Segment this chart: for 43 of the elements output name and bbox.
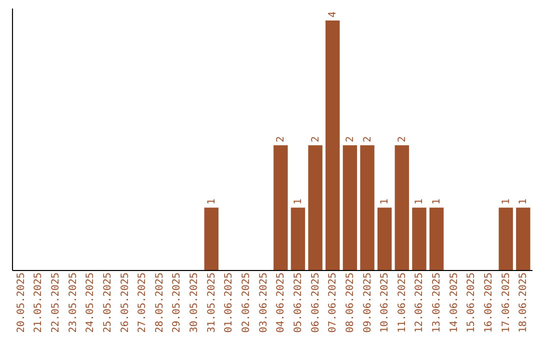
- x-tick-label: 04.06.2025: [276, 272, 287, 333]
- x-tick-label: 24.05.2025: [85, 272, 96, 333]
- x-tick-label: 05.06.2025: [292, 272, 304, 333]
- x-tick-label: 31.05.2025: [206, 272, 218, 333]
- data-label: 1: [432, 198, 443, 205]
- x-tick-label: 17.06.2025: [500, 272, 512, 333]
- x-tick-label: 18.06.2025: [518, 272, 530, 333]
- data-label: 2: [310, 136, 322, 142]
- x-tick-label: 06.06.2025: [310, 272, 322, 333]
- x-tick-label: 14.06.2025: [448, 272, 460, 333]
- x-tick-label: 02.06.2025: [241, 272, 252, 333]
- x-tick-label: 10.06.2025: [380, 272, 391, 333]
- data-label: 1: [292, 198, 304, 205]
- x-tick-label: 22.05.2025: [50, 272, 62, 333]
- x-tick-label: 29.05.2025: [172, 272, 183, 333]
- x-tick-label: 11.06.2025: [396, 272, 408, 333]
- x-tick-label: 23.05.2025: [68, 272, 79, 333]
- data-label: 1: [414, 198, 426, 205]
- x-tick-label: 30.05.2025: [189, 272, 200, 333]
- data-label: 2: [362, 136, 374, 142]
- x-tick-label: 15.06.2025: [466, 272, 478, 333]
- x-tick-label: 09.06.2025: [362, 272, 374, 333]
- x-tick-label: 27.05.2025: [137, 272, 148, 333]
- data-label: 1: [206, 198, 218, 205]
- data-label: 1: [380, 198, 391, 205]
- x-tick-label: 21.05.2025: [33, 272, 44, 333]
- x-tick-label: 03.06.2025: [258, 272, 270, 333]
- x-tick-label: 08.06.2025: [344, 272, 356, 333]
- data-label: 2: [344, 136, 356, 142]
- data-label: 2: [276, 136, 287, 142]
- x-tick-label: 12.06.2025: [414, 272, 426, 333]
- data-label: 1: [518, 198, 530, 205]
- x-tick-label: 20.05.2025: [16, 272, 27, 333]
- x-tick-label: 13.06.2025: [432, 272, 443, 333]
- x-tick-label: 28.05.2025: [154, 272, 166, 333]
- x-tick-label: 25.05.2025: [102, 272, 114, 333]
- x-tick-label: 26.05.2025: [120, 272, 131, 333]
- data-label: 4: [328, 11, 339, 18]
- x-tick-label: 16.06.2025: [484, 272, 495, 333]
- x-tick-label: 07.06.2025: [328, 272, 339, 333]
- data-label: 1: [500, 198, 512, 205]
- data-label: 2: [396, 136, 408, 142]
- x-tick-label: 01.06.2025: [224, 272, 235, 333]
